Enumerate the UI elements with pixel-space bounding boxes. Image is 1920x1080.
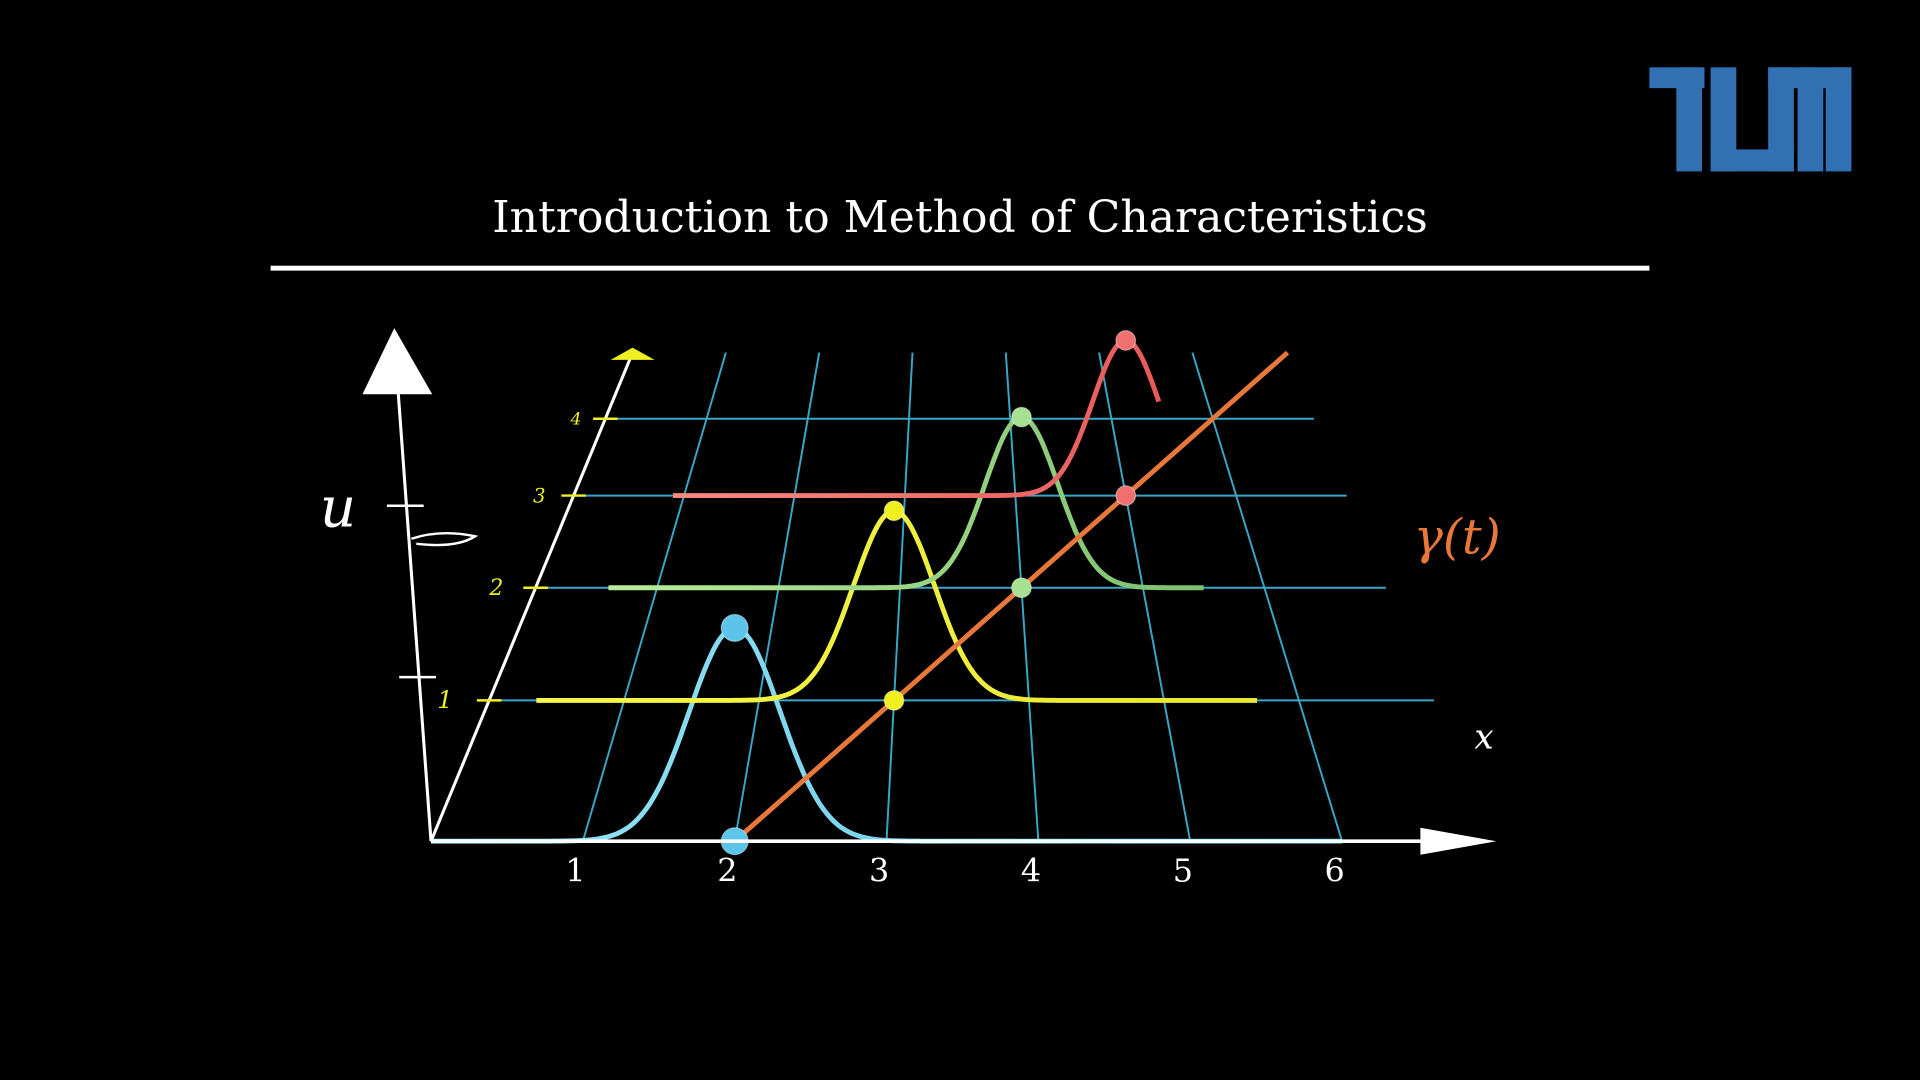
- u-axis-arrow: [362, 328, 433, 395]
- wave-curve: [608, 414, 1204, 591]
- peak-point: [883, 500, 905, 522]
- t-axis: [429, 352, 635, 842]
- peak-point: [1115, 330, 1137, 351]
- grid-line: [885, 352, 914, 842]
- curve-label: γ(t): [1414, 509, 1501, 566]
- grid-line: [1191, 352, 1343, 842]
- peak-point: [1011, 406, 1032, 428]
- x-tick-label: 4: [1021, 852, 1041, 890]
- title-rule: [270, 265, 1650, 271]
- t-axis-arrow: [610, 347, 655, 360]
- peak-point: [720, 613, 749, 642]
- u-axis-glyph: [411, 531, 479, 547]
- point: [883, 690, 905, 711]
- tum-logo: [1649, 67, 1852, 172]
- t-tick-label: 3: [533, 484, 545, 507]
- t-tick-label: 1: [437, 685, 453, 714]
- x-axis-label: x: [1474, 718, 1493, 758]
- grid-line: [733, 352, 821, 842]
- x-tick-label: 2: [717, 852, 737, 890]
- x-tick-label: 6: [1325, 852, 1345, 890]
- plot: u x γ(t) 1 2 3 4 5 6 1 2 3 4: [320, 328, 1501, 890]
- t-tick-label: 4: [569, 410, 581, 430]
- wave-curve: [672, 337, 1162, 499]
- characteristic-line: [733, 350, 1290, 844]
- point: [1115, 485, 1137, 506]
- point: [1011, 577, 1032, 599]
- title: Introduction to Method of Characteristic…: [492, 192, 1428, 243]
- t-tick-label: 2: [488, 576, 503, 601]
- x-tick-label: 5: [1173, 852, 1193, 890]
- u-axis: [396, 389, 433, 842]
- x-tick-label: 3: [869, 852, 889, 890]
- u-axis-label: u: [320, 475, 356, 540]
- grid-line: [1098, 352, 1192, 842]
- grid-line: [581, 352, 727, 842]
- x-tick-label: 1: [565, 852, 585, 890]
- x-axis-arrow: [1420, 827, 1497, 855]
